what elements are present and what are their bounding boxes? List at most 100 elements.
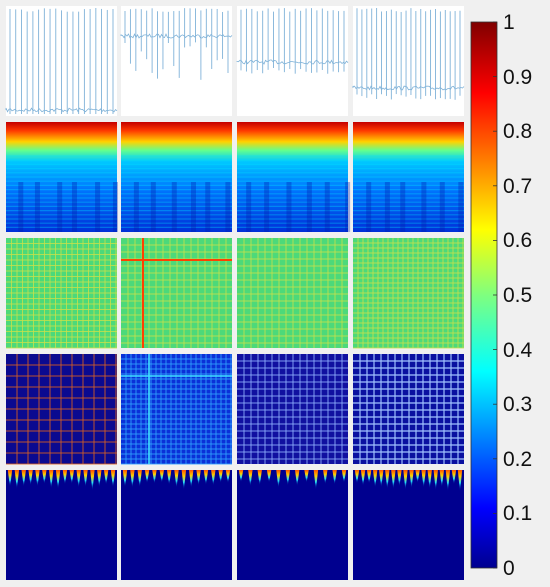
recurrence-panel-green bbox=[237, 238, 348, 348]
spike-mark bbox=[166, 470, 172, 486]
spike-mark bbox=[379, 470, 384, 488]
spike-mark bbox=[130, 470, 135, 489]
waveform-panel bbox=[352, 6, 465, 116]
spike-mark bbox=[144, 470, 150, 484]
spectrogram-column bbox=[225, 182, 231, 232]
spectrogram-column bbox=[133, 182, 139, 232]
waveform-trace bbox=[5, 107, 118, 113]
spike-mark bbox=[97, 470, 102, 488]
spike-mark bbox=[439, 470, 445, 488]
colorbar-tick: 0.2 bbox=[503, 447, 533, 471]
waveform-trace bbox=[120, 33, 233, 39]
colorbar-tick: 0.5 bbox=[503, 284, 533, 307]
spike-mark bbox=[323, 470, 328, 485]
spike-mark bbox=[203, 470, 209, 486]
spike-mark bbox=[196, 470, 201, 486]
spike-mark bbox=[433, 470, 438, 491]
spectrogram-column bbox=[324, 182, 330, 232]
spectrogram-column bbox=[384, 182, 390, 232]
spike-mark bbox=[445, 470, 451, 492]
colorbar-tick: 0.8 bbox=[503, 120, 533, 144]
spectrogram-panel bbox=[6, 122, 118, 232]
colorbar-tick: 0.6 bbox=[503, 229, 533, 253]
colorbar-tick: 0.7 bbox=[503, 174, 533, 198]
spike-mark bbox=[83, 470, 88, 488]
spike-mark bbox=[69, 470, 74, 485]
spike-mark bbox=[276, 470, 281, 489]
spike-mark bbox=[248, 470, 253, 487]
spike-mark bbox=[225, 470, 231, 484]
spectrogram-column bbox=[458, 182, 464, 232]
spike-mark bbox=[415, 470, 420, 484]
colorbar-tick: 0.9 bbox=[503, 65, 533, 89]
spectrogram-column bbox=[400, 182, 406, 232]
spectrogram-panel bbox=[121, 122, 232, 232]
spectrogram-column bbox=[205, 182, 211, 232]
spike-mark bbox=[122, 470, 128, 488]
colorbar-tick: 0.3 bbox=[503, 393, 533, 417]
spike-mark bbox=[49, 470, 54, 490]
spectrogram-column bbox=[306, 182, 312, 232]
spike-mark bbox=[397, 470, 402, 487]
spectrogram-column bbox=[18, 182, 24, 232]
recurrence-panel-blue bbox=[6, 354, 117, 465]
recurrence-panel-blue bbox=[353, 354, 464, 464]
spectrogram-column bbox=[345, 182, 351, 232]
spectrogram-column bbox=[439, 182, 445, 232]
spike-mark bbox=[451, 470, 457, 485]
spike-mark bbox=[294, 470, 300, 487]
spike-field-panel bbox=[237, 470, 348, 580]
spike-mark bbox=[7, 470, 13, 488]
spike-mark bbox=[181, 470, 187, 491]
spike-mark bbox=[366, 470, 372, 484]
spike-mark bbox=[403, 470, 408, 491]
spike-mark bbox=[103, 470, 109, 486]
spectrogram-column bbox=[112, 182, 118, 232]
spike-mark bbox=[421, 470, 426, 489]
spectrogram-panel bbox=[237, 122, 351, 232]
waveform-trace bbox=[236, 59, 349, 65]
spike-mark bbox=[354, 470, 360, 485]
spike-mark bbox=[372, 470, 378, 489]
spike-field-panel bbox=[121, 470, 232, 580]
spike-mark bbox=[189, 470, 194, 489]
spike-mark bbox=[137, 470, 142, 488]
colorbar bbox=[470, 21, 498, 569]
spectrogram-column bbox=[246, 182, 252, 232]
recurrence-panel-green bbox=[353, 238, 464, 349]
colorbar-tick: 0.1 bbox=[503, 502, 533, 526]
colorbar-tick: 0.4 bbox=[503, 338, 533, 362]
spectrogram-column bbox=[34, 182, 40, 232]
spectrogram-column bbox=[95, 182, 101, 232]
spectrogram-column bbox=[286, 182, 292, 232]
spike-mark bbox=[42, 470, 47, 485]
spike-mark bbox=[62, 470, 68, 485]
waveform-panel bbox=[5, 6, 118, 116]
spectrogram-column bbox=[366, 182, 372, 232]
spike-field-panel bbox=[353, 470, 464, 580]
spike-mark bbox=[341, 470, 347, 484]
spike-mark bbox=[90, 470, 95, 492]
spectrogram-column bbox=[190, 182, 196, 232]
spike-mark bbox=[238, 470, 244, 483]
colorbar-tick: 1 bbox=[503, 11, 515, 34]
spike-mark bbox=[211, 470, 216, 486]
recurrence-panel-green bbox=[121, 238, 232, 348]
recurrence-panel-green bbox=[6, 238, 117, 349]
spike-mark bbox=[76, 470, 81, 489]
colorbar-tick: 0 bbox=[503, 557, 515, 580]
spectrogram-panel bbox=[353, 122, 464, 232]
spike-mark bbox=[360, 470, 366, 487]
spike-mark bbox=[218, 470, 223, 484]
spectrogram-column bbox=[171, 182, 177, 232]
spike-mark bbox=[332, 470, 337, 486]
spike-mark bbox=[304, 470, 309, 483]
spectrogram-column bbox=[264, 182, 270, 232]
spike-mark bbox=[152, 470, 157, 485]
spectrogram-column bbox=[421, 182, 427, 232]
waveform-panel bbox=[120, 6, 233, 116]
recurrence-panel-blue bbox=[237, 354, 348, 464]
panel-grid bbox=[5, 6, 465, 580]
spectrogram-column bbox=[150, 182, 156, 232]
